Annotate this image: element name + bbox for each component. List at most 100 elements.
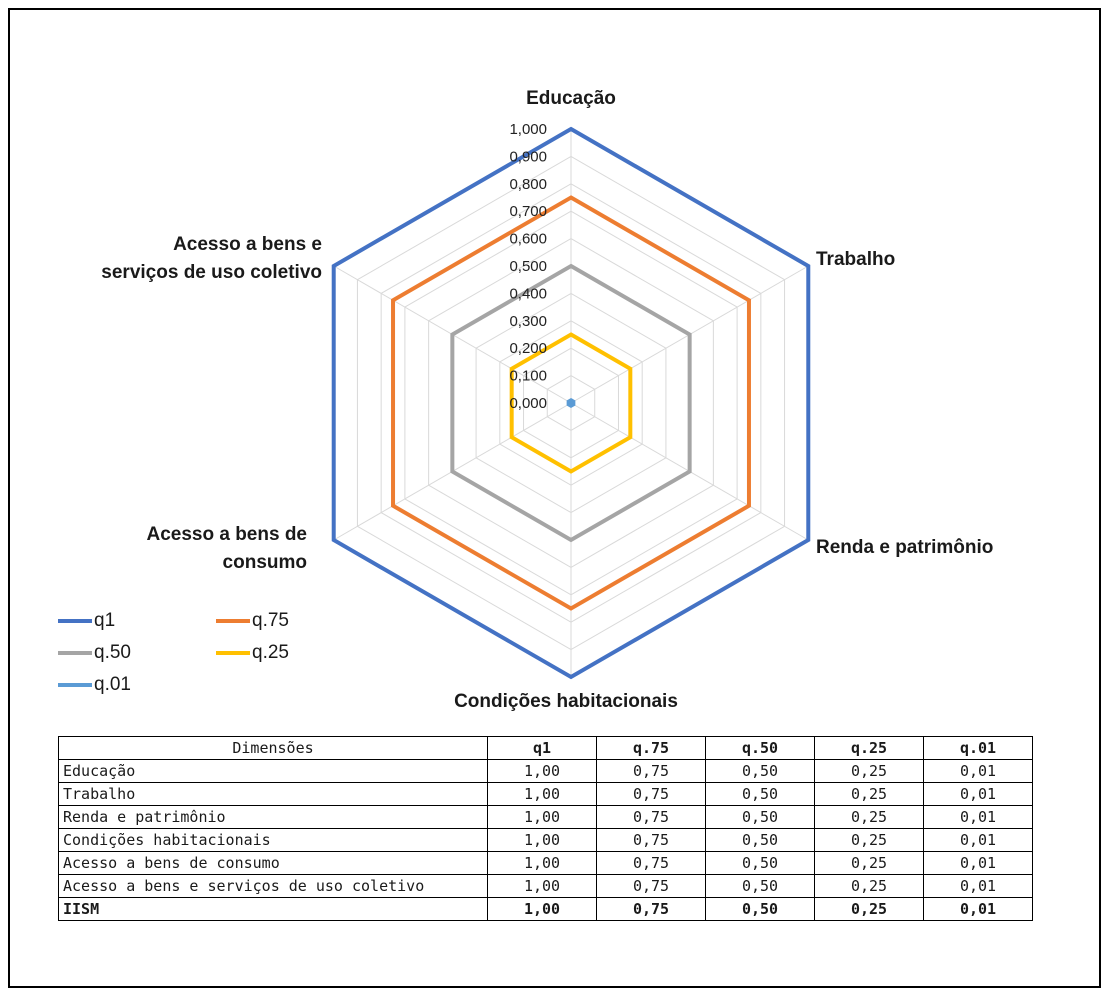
series-line-q.75: [391, 195, 751, 611]
table-cell: 0,01: [923, 874, 1033, 898]
legend-item: q.25: [216, 639, 289, 667]
table-cell: 1,00: [487, 759, 597, 783]
table-cell: Trabalho: [58, 782, 488, 806]
table-cell: Condições habitacionais: [58, 828, 488, 852]
tick-label: 0,800: [509, 176, 547, 193]
table-cell: 0,50: [705, 782, 815, 806]
tick-label: 0,600: [509, 231, 547, 248]
axis-label: Acesso a bens de: [146, 524, 307, 545]
radar-axis-labels: Educação Trabalho Renda e patrimônio Condiç…: [101, 88, 993, 712]
axis-label: serviços de uso coletivo: [101, 262, 322, 283]
table-cell: 0,75: [596, 805, 706, 829]
table-cell: 0,75: [596, 828, 706, 852]
tick-label: 0,900: [509, 148, 547, 165]
series-line-q.50: [450, 263, 692, 543]
axis-label: Acesso a bens e: [173, 234, 322, 255]
table-cell: 0,25: [814, 874, 924, 898]
table-cell: 0,25: [814, 759, 924, 783]
table-cell: 0,01: [923, 897, 1033, 921]
legend-swatch: [58, 651, 92, 655]
legend-label: q.50: [94, 642, 131, 663]
table-header-row: Dimensões q1 q.75 q.50 q.25 q.01: [58, 736, 1033, 760]
table-cell: 0,75: [596, 851, 706, 875]
legend-swatch: [216, 619, 250, 623]
legend-item: q.01: [58, 671, 131, 699]
table-cell: 1,00: [487, 782, 597, 806]
table-row: Educação 1,00 0,75 0,50 0,25 0,01: [58, 759, 1033, 783]
radar-series: [331, 126, 811, 680]
table-cell: 0,01: [923, 759, 1033, 783]
chart-legend: q1 q.75 q.50 q.25 q.01: [58, 607, 378, 703]
table-cell: 0,25: [814, 851, 924, 875]
table-cell: 0,01: [923, 851, 1033, 875]
table-cell: 0,25: [814, 782, 924, 806]
table-row: Renda e patrimônio 1,00 0,75 0,50 0,25 0,01: [58, 805, 1033, 829]
legend-item: q1: [58, 607, 115, 635]
tick-label: 0,000: [509, 395, 547, 412]
table-cell: 0,50: [705, 897, 815, 921]
radar-chart: 0,000 0,100 0,200 0,300 0,400 0,500 0,600 0,700…: [101, 88, 993, 712]
table-cell: Acesso a bens de consumo: [58, 851, 488, 875]
table-row: Trabalho 1,00 0,75 0,50 0,25 0,01: [58, 782, 1033, 806]
table-cell: 1,00: [487, 897, 597, 921]
table-cell: Renda e patrimônio: [58, 805, 488, 829]
table-cell: 0,75: [596, 897, 706, 921]
axis-label: Condições habitacionais: [454, 691, 678, 712]
legend-label: q.01: [94, 674, 131, 695]
axis-label: Trabalho: [816, 249, 895, 270]
table-cell: 0,50: [705, 805, 815, 829]
table-cell: 0,01: [923, 782, 1033, 806]
axis-label: Renda e patrimônio: [816, 537, 993, 558]
series-line-q1: [331, 126, 811, 680]
table-header-cell: q.75: [596, 736, 706, 760]
tick-label: 0,700: [509, 203, 547, 220]
table-cell: 0,75: [596, 782, 706, 806]
table-cell: 0,50: [705, 851, 815, 875]
table-row: Acesso a bens e serviços de uso coletivo…: [58, 874, 1033, 898]
dimensions-table: Dimensões q1 q.75 q.50 q.25 q.01 Educação 1,00…: [58, 736, 1033, 921]
table-cell: Educação: [58, 759, 488, 783]
table-cell: 1,00: [487, 805, 597, 829]
tick-label: 0,100: [509, 368, 547, 385]
table-header-cell: q1: [487, 736, 597, 760]
tick-label: 0,500: [509, 258, 547, 275]
legend-swatch: [58, 619, 92, 623]
table-cell: 1,00: [487, 828, 597, 852]
tick-label: 0,200: [509, 340, 547, 357]
table-cell: 0,50: [705, 828, 815, 852]
table-cell: Acesso a bens e serviços de uso coletivo: [58, 874, 488, 898]
table-cell: 0,25: [814, 828, 924, 852]
table-header-cell: Dimensões: [58, 736, 488, 760]
series-line-q.25: [509, 332, 633, 474]
table-cell: 0,50: [705, 874, 815, 898]
series-point-q.01: [567, 399, 575, 407]
table-cell: 0,75: [596, 874, 706, 898]
legend-swatch: [216, 651, 250, 655]
table-cell: 0,75: [596, 759, 706, 783]
table-row: IISM 1,00 0,75 0,50 0,25 0,01: [58, 897, 1033, 921]
legend-item: q.75: [216, 607, 289, 635]
table-header-cell: q.01: [923, 736, 1033, 760]
legend-swatch: [58, 683, 92, 687]
table-row: Acesso a bens de consumo 1,00 0,75 0,50 0,25…: [58, 851, 1033, 875]
table-cell: 0,25: [814, 805, 924, 829]
table-body: Educação 1,00 0,75 0,50 0,25 0,01 Trabalho 1,00…: [58, 759, 1033, 921]
tick-label: 0,400: [509, 285, 547, 302]
legend-item: q.50: [58, 639, 131, 667]
table-cell: 0,25: [814, 897, 924, 921]
legend-label: q.75: [252, 610, 289, 631]
radar-tick-labels: 0,000 0,100 0,200 0,300 0,400 0,500 0,600 0,700…: [509, 121, 547, 412]
table-cell: 0,01: [923, 805, 1033, 829]
axis-label: consumo: [223, 552, 307, 573]
table-header-cell: q.50: [705, 736, 815, 760]
table-row: Condições habitacionais 1,00 0,75 0,50 0,25 0…: [58, 828, 1033, 852]
legend-label: q.25: [252, 642, 289, 663]
tick-label: 1,000: [509, 121, 547, 138]
table-cell: 1,00: [487, 874, 597, 898]
legend-label: q1: [94, 610, 116, 631]
table-header-cell: q.25: [814, 736, 924, 760]
table-cell: 0,01: [923, 828, 1033, 852]
table-cell: 0,50: [705, 759, 815, 783]
table-cell: IISM: [58, 897, 488, 921]
table-cell: 1,00: [487, 851, 597, 875]
